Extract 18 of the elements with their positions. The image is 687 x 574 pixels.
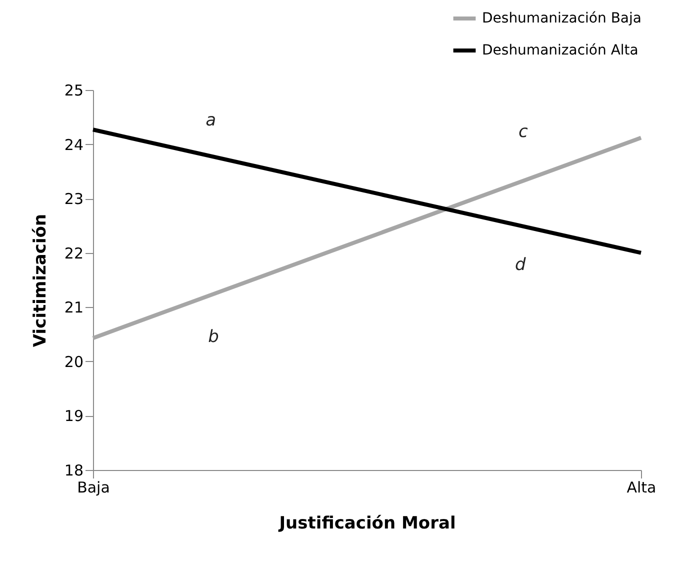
x-tick-label: Baja xyxy=(77,478,110,496)
y-tick-label: 18 xyxy=(64,462,84,480)
annotation: a xyxy=(206,110,216,130)
x-axis-title: Justificación Moral xyxy=(278,514,456,534)
y-tick-label: 20 xyxy=(64,352,84,371)
annotation: d xyxy=(515,254,526,275)
y-tick-label: 22 xyxy=(64,244,84,262)
y-tick-label: 24 xyxy=(64,136,84,154)
annotation: b xyxy=(208,327,219,347)
y-tick-label: 23 xyxy=(64,190,84,208)
y-tick-label: 19 xyxy=(64,407,84,426)
y-tick-label: 25 xyxy=(64,82,84,100)
legend-label: Deshumanización Alta xyxy=(482,42,638,58)
y-axis-title: Vicitimización xyxy=(30,214,50,348)
legend-label: Deshumanización Baja xyxy=(482,10,642,26)
annotation: c xyxy=(518,122,528,142)
x-tick-label: Alta xyxy=(626,478,656,496)
y-tick-label: 21 xyxy=(64,298,84,317)
